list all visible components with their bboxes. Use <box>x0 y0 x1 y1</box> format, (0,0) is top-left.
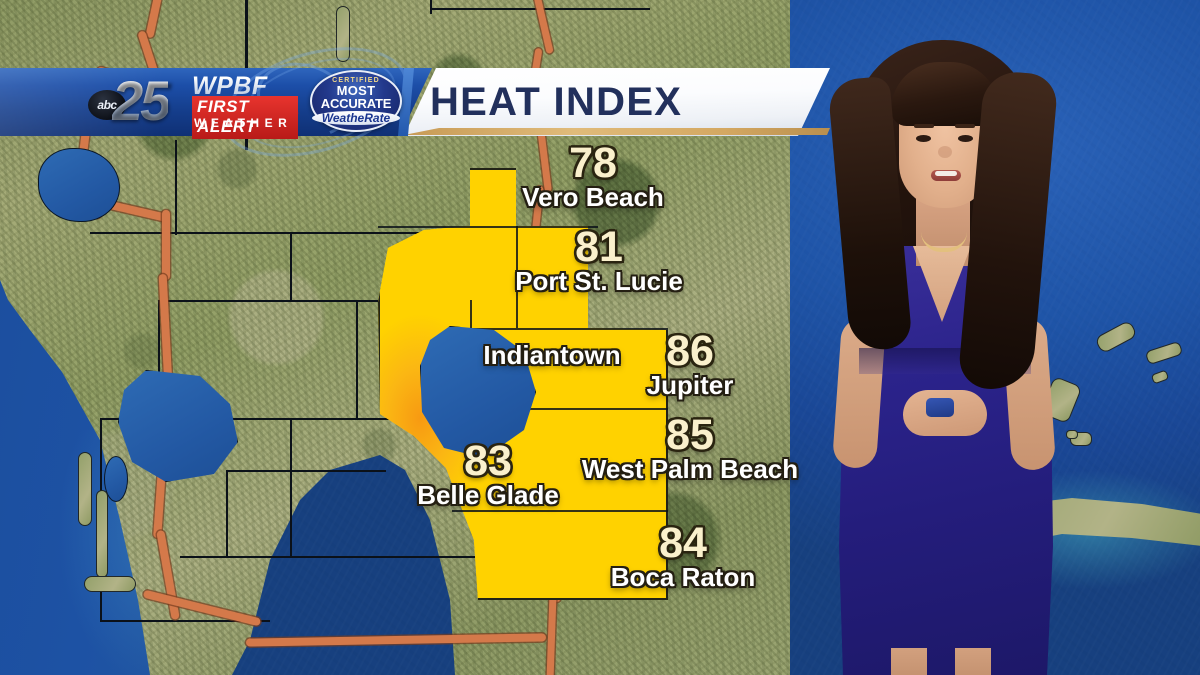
city-label-west-palm-beach: 85 West Palm Beach <box>570 411 810 485</box>
remote-clicker <box>926 398 954 417</box>
eyebrow-right <box>955 124 975 128</box>
city-label-vero-beach: 78 Vero Beach <box>478 139 708 213</box>
heat-zone-county-line <box>470 300 472 330</box>
county-border <box>356 300 358 420</box>
teeth <box>935 171 957 176</box>
city-name: Boca Raton <box>610 562 756 593</box>
first-alert-label: FIRST ALERT <box>192 96 298 139</box>
county-border <box>226 470 228 558</box>
badge-most-label: MOST <box>336 82 376 98</box>
leg-right <box>955 648 991 675</box>
city-temperature: 85 <box>666 411 714 459</box>
barrier-island <box>84 576 136 592</box>
abc-network-icon: abc <box>88 90 126 120</box>
county-border <box>180 556 510 558</box>
heat-zone-county-line <box>470 328 668 330</box>
city-temperature: 83 <box>464 437 512 485</box>
leg-left <box>891 648 927 675</box>
station-logo: abc 25 WPBF FIRST ALERT WEATHER <box>88 50 361 150</box>
eye-right <box>958 135 973 142</box>
weatherate-badge: CERTIFIED MOST ACCURATE WeatheRate <box>310 70 402 132</box>
county-border <box>290 418 292 558</box>
station-callsign: WPBF <box>192 72 268 100</box>
badge-certified-label: CERTIFIED <box>332 76 380 84</box>
barrier-island <box>78 452 92 526</box>
city-name: Belle Glade <box>417 480 559 511</box>
heat-zone-county-line <box>378 226 598 228</box>
county-border <box>100 418 500 420</box>
city-label-belle-glade: 83 Belle Glade <box>398 437 578 511</box>
county-border <box>158 300 498 302</box>
heat-zone-county-line <box>452 510 668 512</box>
city-name: Indiantown <box>483 340 621 370</box>
weather-label: WEATHER <box>194 116 293 130</box>
city-name: West Palm Beach <box>581 454 799 485</box>
page-title: HEAT INDEX <box>430 79 683 124</box>
nose <box>938 146 952 158</box>
meteorologist <box>795 18 1095 675</box>
highway-line <box>162 210 170 280</box>
city-label-jupiter: 86 Jupiter <box>610 327 770 401</box>
channel-number: 25 <box>112 69 171 132</box>
city-name: Jupiter <box>646 370 734 401</box>
heat-zone-county-line <box>516 226 518 328</box>
county-border <box>430 0 432 14</box>
city-temperature: 81 <box>575 223 623 271</box>
city-temperature: 78 <box>569 139 617 187</box>
inland-lake <box>38 148 120 222</box>
city-name: Vero Beach <box>522 182 664 213</box>
city-label-indiantown: Indiantown <box>462 340 642 370</box>
banner-white-panel <box>404 68 830 136</box>
city-temperature: 86 <box>666 327 714 375</box>
banner-gold-stripe <box>404 128 830 135</box>
atlantic-barrier-island <box>336 6 350 62</box>
inland-lake <box>104 456 128 502</box>
heat-zone-county-line <box>488 408 668 410</box>
eye-left <box>916 135 931 142</box>
county-border <box>100 620 270 622</box>
county-border <box>226 470 386 472</box>
city-temperature: 84 <box>659 519 707 567</box>
eyebrow-left <box>914 124 934 128</box>
island-small <box>1066 430 1078 439</box>
city-label-boca-raton: 84 Boca Raton <box>588 519 778 593</box>
city-name: Port St. Lucie <box>515 266 683 297</box>
county-border <box>158 300 160 418</box>
necklace <box>921 232 967 252</box>
badge-weatherate-label: WeatheRate <box>312 111 400 126</box>
county-border <box>175 140 177 235</box>
city-label-port-st-lucie: 81 Port St. Lucie <box>484 223 714 297</box>
badge-accurate-label: ACCURATE <box>320 95 392 111</box>
county-border <box>290 232 292 302</box>
